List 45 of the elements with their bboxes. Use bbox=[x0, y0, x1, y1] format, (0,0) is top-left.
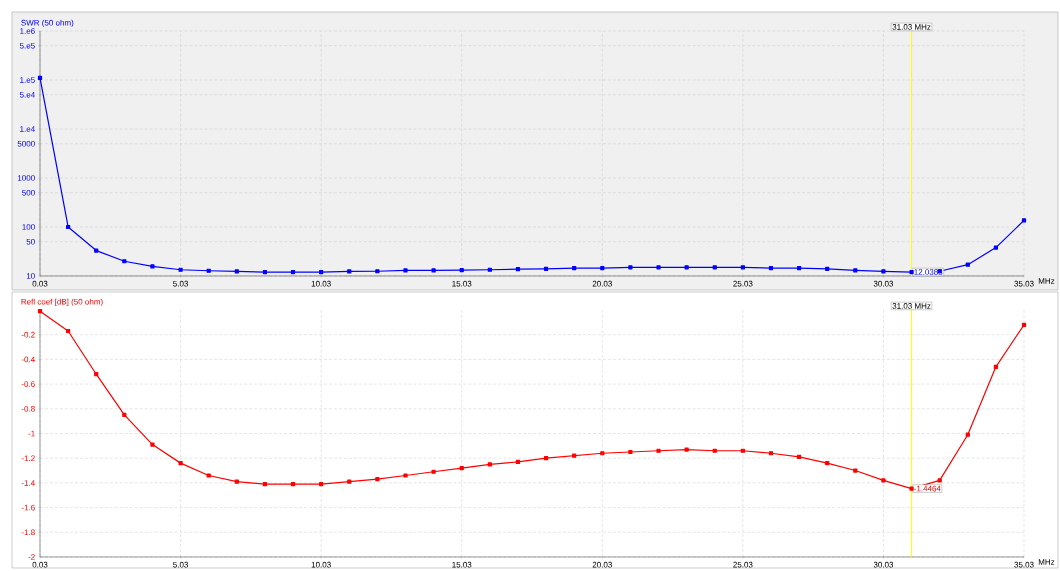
x-tick-label: 30.03 bbox=[873, 561, 894, 568]
x-axis-title: MHz bbox=[1038, 559, 1055, 565]
x-tick-label: 25.03 bbox=[733, 561, 753, 568]
x-tick-label: 20.03 bbox=[592, 561, 612, 568]
y-tick-label: -1.6 bbox=[21, 504, 35, 511]
y-tick-label: -0.8 bbox=[21, 405, 35, 412]
x-tick-label: 10.03 bbox=[311, 280, 331, 287]
x-axis-title: MHz bbox=[1038, 278, 1055, 284]
y-tick-label: -2 bbox=[28, 554, 35, 560]
x-tick-label: 5.03 bbox=[173, 561, 189, 568]
y-tick-label: -0.4 bbox=[21, 356, 35, 363]
x-tick-label: 20.03 bbox=[592, 280, 612, 287]
y-tick-label: 5000 bbox=[17, 140, 35, 147]
y-tick-label: -1.2 bbox=[21, 455, 35, 461]
y-tick-label: -1 bbox=[28, 430, 35, 437]
data-label: 12.0383 bbox=[914, 269, 943, 275]
y-tick-label: -1.8 bbox=[21, 529, 35, 536]
y-tick-label: -0.2 bbox=[21, 331, 35, 338]
y-tick-label: 50 bbox=[26, 238, 35, 245]
y-tick-label: 5.e5 bbox=[19, 42, 35, 49]
y-tick-label: 1000 bbox=[17, 175, 35, 181]
x-tick-label: 15.03 bbox=[452, 561, 472, 568]
y-tick-label: -0.6 bbox=[21, 381, 35, 387]
y-tick-label: 1.e4 bbox=[20, 126, 35, 132]
y-tick-label: -1.4 bbox=[21, 480, 35, 486]
y-axis-title: Refl coef [dB] (50 ohm) bbox=[21, 298, 103, 307]
x-tick-label: 15.03 bbox=[452, 280, 472, 287]
data-label: -1.4464 bbox=[914, 485, 941, 492]
ref-line-label: 31.03 MHz bbox=[892, 303, 931, 309]
ref-line-label: 31.03 MHz bbox=[892, 24, 931, 30]
x-tick-label: 5.03 bbox=[173, 280, 189, 287]
y-tick-label: 1.e6 bbox=[20, 28, 35, 34]
x-tick-label: 35.03 bbox=[1014, 561, 1034, 568]
y-tick-label: 5.e4 bbox=[19, 91, 35, 98]
x-tick-label: 30.03 bbox=[873, 280, 894, 287]
y-tick-label: 10 bbox=[26, 273, 35, 279]
y-axis-title: SWR (50 ohm) bbox=[21, 19, 74, 28]
x-tick-label: 0.03 bbox=[32, 561, 48, 568]
x-tick-label: 35.03 bbox=[1014, 280, 1034, 287]
y-tick-label: 100 bbox=[22, 224, 35, 230]
y-tick-label: 500 bbox=[22, 189, 35, 196]
x-tick-label: 0.03 bbox=[32, 280, 48, 287]
x-tick-label: 25.03 bbox=[733, 280, 753, 287]
y-tick-label: 1.e5 bbox=[20, 77, 35, 83]
x-tick-label: 10.03 bbox=[311, 561, 331, 568]
